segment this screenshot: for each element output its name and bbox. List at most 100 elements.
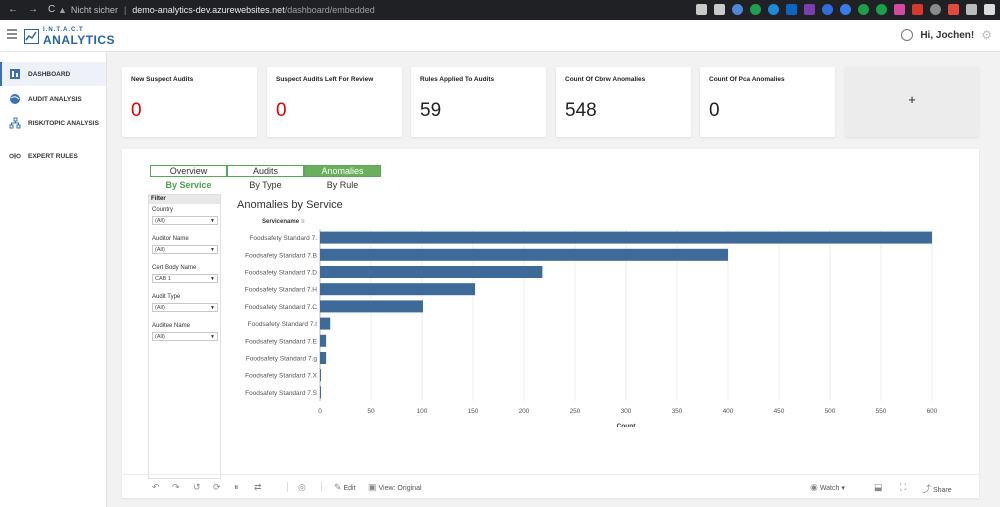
browser-toolbar: ← → C ▲ Nicht sicher | demo-analytics-de… (0, 0, 1000, 20)
extension-icon[interactable] (912, 4, 923, 15)
refresh-icon[interactable]: ⟳ (213, 482, 221, 492)
forward-button[interactable]: → (28, 4, 38, 15)
extension-icon[interactable] (876, 4, 887, 15)
warning-icon: ▲ (58, 5, 67, 15)
kpi-value: 59 (420, 100, 442, 121)
kpi-card-cbrw-anomalies[interactable]: Count Of Cbrw Anomalies 548 (556, 67, 691, 137)
select-value: (All) (155, 218, 165, 224)
chevron-down-icon: ▼ (210, 305, 215, 311)
sidebar-item-expert-rules[interactable]: EXPERT RULES (0, 144, 106, 168)
auditee-name-select[interactable]: (All) ▼ (152, 332, 218, 341)
extension-icon[interactable] (822, 4, 833, 15)
extension-icon[interactable] (840, 4, 851, 15)
bar[interactable] (320, 317, 331, 330)
bar[interactable] (320, 248, 728, 261)
extension-icon[interactable] (894, 4, 905, 15)
chevron-down-icon: ▼ (210, 276, 215, 282)
bar[interactable] (320, 266, 543, 278)
sidebar-icon[interactable] (984, 4, 995, 15)
extension-icons (696, 4, 1000, 15)
select-value: (All) (155, 247, 165, 253)
bar[interactable] (320, 283, 476, 296)
bar[interactable] (320, 300, 424, 313)
fullscreen-icon[interactable]: ⛶ (900, 482, 907, 492)
subtab-by-rule[interactable]: By Rule (326, 180, 359, 190)
x-tick-label: 300 (621, 408, 632, 415)
reload-button[interactable]: C (48, 4, 56, 15)
edit-label: Edit (343, 485, 356, 492)
cert-body-name-select[interactable]: CAB 1 ▼ (152, 274, 218, 283)
view-icon: ▣ (368, 482, 377, 492)
sidebar-item-dashboard[interactable]: DASHBOARD (0, 62, 106, 86)
avatar[interactable] (901, 29, 914, 41)
pause-icon[interactable]: ⏸ (234, 482, 239, 492)
bar[interactable] (320, 231, 932, 244)
share-icon: ⤴ (922, 484, 932, 494)
data-source-icon[interactable]: ⇄ (254, 482, 262, 492)
subtab-by-type[interactable]: By Type (249, 180, 282, 190)
sidebar-item-audit-analysis[interactable]: AUDIT ANALYSIS (0, 87, 106, 111)
filter-panel: Filter Country (All) ▼ Auditor Name (All)… (148, 194, 221, 479)
extension-icon[interactable] (768, 4, 779, 15)
extension-icon[interactable] (732, 4, 743, 15)
country-select[interactable]: (All) ▼ (152, 216, 218, 225)
category-label: Foodsafety Standard 7.H (245, 287, 318, 294)
select-value: CAB 1 (155, 276, 171, 282)
tab-audits[interactable]: Audits (227, 165, 304, 177)
extension-icon[interactable] (930, 4, 941, 15)
bar[interactable] (320, 386, 322, 399)
kpi-card-suspect-audits-left[interactable]: Suspect Audits Left For Review 0 (267, 67, 402, 137)
tab-overview[interactable]: Overview (150, 165, 227, 177)
chart-logo-icon (24, 29, 39, 44)
category-label: Foodsafety Standard 7.C (245, 304, 318, 311)
back-button[interactable]: ← (8, 4, 18, 15)
x-tick-label: 600 (927, 408, 938, 415)
add-kpi-button[interactable]: + (845, 67, 979, 137)
sidebar-item-risk-topic-analysis[interactable]: RISK/TOPIC ANALYSIS (0, 111, 106, 135)
auditor-name-select[interactable]: (All) ▼ (152, 245, 218, 254)
share-icon[interactable] (696, 4, 707, 15)
edit-button[interactable]: ✎ Edit (334, 482, 356, 493)
audit-type-select[interactable]: (All) ▼ (152, 303, 218, 312)
edit-icon: ✎ (334, 482, 342, 492)
logo[interactable]: I.N.T.A.C.T ANALYTICS (24, 27, 115, 46)
hamburger-icon[interactable] (7, 29, 17, 39)
app-header: I.N.T.A.C.T ANALYTICS Hi, Jochen! ⚙ (0, 20, 1000, 52)
extension-icon[interactable] (804, 4, 815, 15)
extension-icon[interactable] (786, 4, 797, 15)
column-header[interactable]: Servicename ≡ (262, 219, 306, 225)
star-icon[interactable] (714, 4, 725, 15)
watch-button[interactable]: ◉ Watch ▾ (810, 482, 845, 492)
metrics-icon[interactable]: ◎ (298, 482, 306, 492)
category-label: Foodsafety Standard 7.X (245, 373, 318, 380)
kpi-card-rules-applied[interactable]: Rules Applied To Audits 59 (411, 67, 546, 137)
kpi-card-new-suspect-audits[interactable]: New Suspect Audits 0 (122, 67, 257, 137)
gear-icon[interactable]: ⚙ (981, 28, 992, 42)
subtab-by-service[interactable]: By Service (165, 180, 212, 190)
share-button[interactable]: ⤴ Share (922, 482, 952, 495)
puzzle-icon[interactable] (966, 4, 977, 15)
viz-toolbar: ↶ ↷ ↺ ⟳ ⏸ ⇄ ◎ ✎ Edit ▣ View: Original ◉ … (122, 474, 979, 498)
filter-label-auditor-name: Auditor Name (152, 236, 189, 242)
filter-label-cert-body-name: Cert Body Name (152, 265, 197, 271)
tab-anomalies[interactable]: Anomalies (304, 165, 381, 177)
address-bar[interactable]: ▲ Nicht sicher | demo-analytics-dev.azur… (58, 2, 723, 18)
revert-icon[interactable]: ↺ (193, 482, 201, 492)
globe-icon (10, 94, 20, 104)
extension-icon[interactable] (858, 4, 869, 15)
column-header-label: Servicename (262, 219, 300, 225)
extension-icon[interactable] (948, 4, 959, 15)
category-label: Foodsafety Standard 7.S (245, 390, 318, 397)
redo-icon[interactable]: ↷ (172, 482, 180, 492)
filter-label-audit-type: Audit Type (152, 294, 181, 300)
bar[interactable] (320, 369, 322, 382)
browser-menu-icon[interactable]: ⋮ (983, 3, 994, 15)
kpi-card-pca-anomalies[interactable]: Count Of Pca Anomalies 0 (700, 67, 835, 137)
extension-icon[interactable] (750, 4, 761, 15)
undo-icon[interactable]: ↶ (152, 482, 160, 492)
download-icon[interactable]: ⬓ (874, 482, 883, 492)
kpi-title: Rules Applied To Audits (420, 76, 495, 83)
bar[interactable] (320, 352, 327, 364)
view-button[interactable]: ▣ View: Original (368, 482, 422, 493)
bar[interactable] (320, 334, 327, 347)
